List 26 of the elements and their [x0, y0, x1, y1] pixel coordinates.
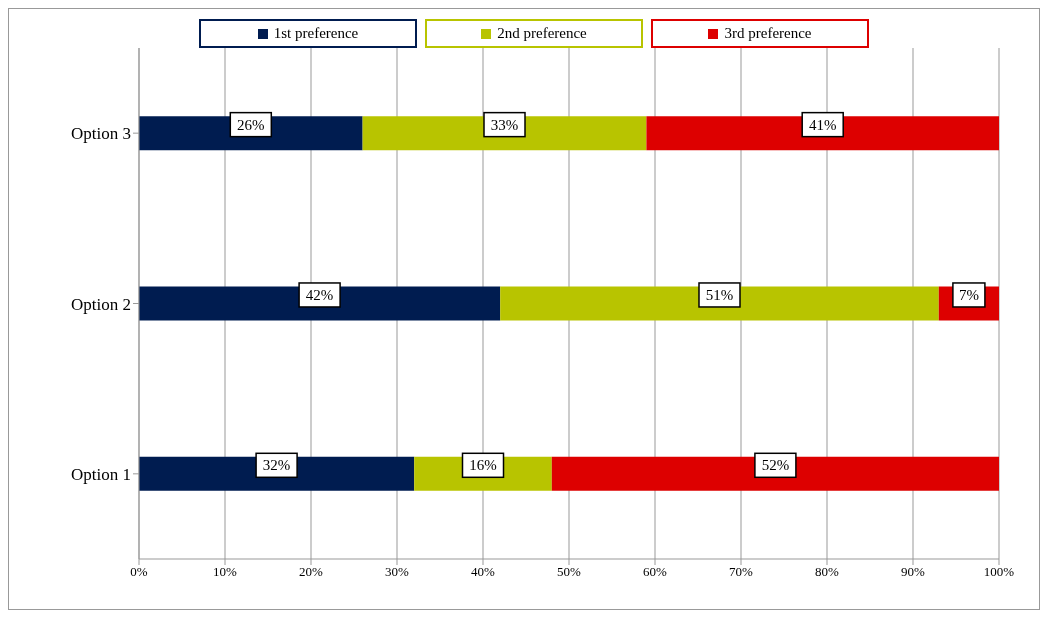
x-tick-label: 50%: [557, 564, 582, 580]
x-tick-label: 40%: [471, 564, 496, 580]
data-label: 42%: [305, 286, 334, 303]
data-label: 7%: [958, 286, 979, 303]
x-tick-label: 80%: [815, 564, 840, 580]
legend-label: 1st preference: [199, 19, 417, 48]
y-tick-label: Option 1: [71, 464, 131, 484]
x-tick-label: 0%: [130, 564, 148, 580]
y-tick-label: Option 3: [71, 124, 131, 144]
data-label: 32%: [262, 457, 291, 474]
x-tick-label: 100%: [983, 564, 1015, 580]
legend-label: 2nd preference: [425, 19, 643, 48]
data-label: 41%: [808, 116, 837, 133]
data-label: 33%: [490, 116, 519, 133]
x-tick-label: 60%: [643, 564, 668, 580]
x-tick-label: 90%: [901, 564, 926, 580]
x-tick-label: 70%: [729, 564, 754, 580]
x-tick-label: 30%: [385, 564, 410, 580]
data-label: 52%: [761, 457, 790, 474]
x-tick-label: 20%: [299, 564, 324, 580]
x-tick-label: 10%: [213, 564, 238, 580]
data-label: 51%: [705, 286, 734, 303]
data-label: 26%: [237, 116, 265, 133]
legend-label: 3rd preference: [651, 19, 869, 48]
y-tick-label: Option 2: [71, 294, 131, 314]
data-label: 16%: [469, 457, 497, 474]
